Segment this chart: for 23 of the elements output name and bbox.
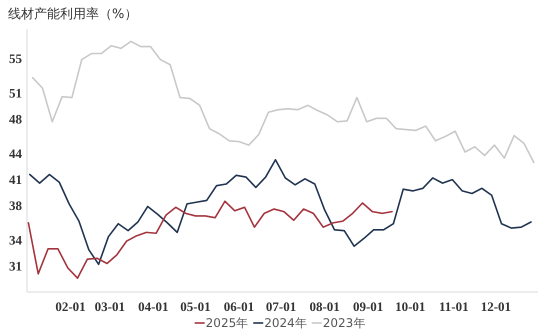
ytick: 38 xyxy=(9,198,22,214)
legend-label: 2023年 xyxy=(322,316,366,330)
legend-label: 2025年 xyxy=(206,316,248,330)
ytick: 41 xyxy=(9,172,22,188)
legend-label: 2024年 xyxy=(264,316,307,330)
ytick: 48 xyxy=(9,112,22,127)
ytick: 31 xyxy=(9,258,22,274)
ytick: 34 xyxy=(9,232,22,248)
ytick: 44 xyxy=(9,146,22,162)
ytick: 51 xyxy=(9,86,22,101)
xtick: 09-01 xyxy=(352,299,384,314)
xtick: 04-01 xyxy=(138,299,169,314)
xtick: 02-01 xyxy=(55,299,86,314)
xtick: 07-01 xyxy=(266,299,296,314)
xtick: 12-01 xyxy=(480,299,512,314)
ytick: 55 xyxy=(9,51,22,66)
xtick: 06-01 xyxy=(224,299,254,314)
xtick: 08-01 xyxy=(309,299,340,314)
xtick: 11-01 xyxy=(438,299,469,314)
xtick: 03-01 xyxy=(94,299,125,314)
xtick: 05-01 xyxy=(180,299,211,314)
xtick: 10-01 xyxy=(395,299,426,314)
title: 线材产能利用率（%） xyxy=(8,7,138,22)
